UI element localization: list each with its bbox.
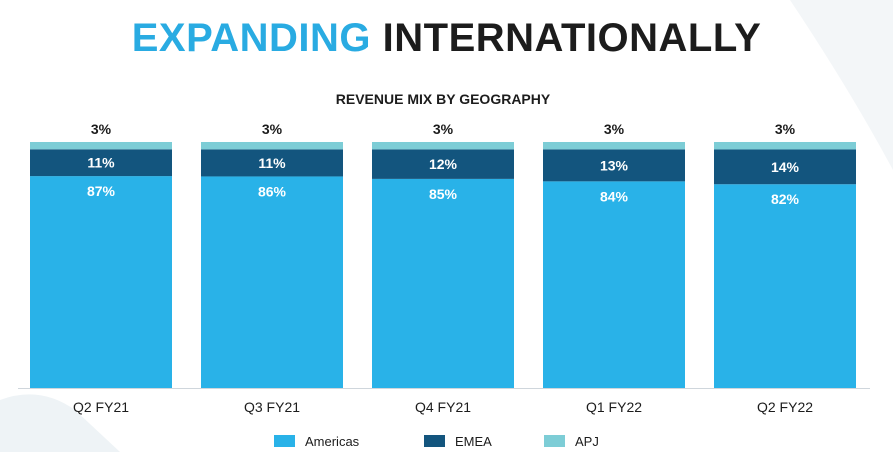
- x-tick-label: Q2 FY21: [73, 399, 129, 415]
- legend-label-apj: APJ: [575, 433, 599, 449]
- chart-title: REVENUE MIX BY GEOGRAPHY: [335, 91, 551, 107]
- x-tick-label: Q3 FY21: [244, 399, 300, 415]
- bar-emea: [372, 149, 514, 179]
- bar-emea: [30, 149, 172, 177]
- data-label-americas: 87%: [87, 183, 116, 199]
- legend-swatch-apj: [544, 435, 565, 447]
- data-label-emea: 12%: [429, 156, 458, 172]
- data-label-emea: 11%: [258, 155, 286, 171]
- data-label-americas: 82%: [771, 191, 800, 207]
- data-label-emea: 14%: [771, 159, 800, 175]
- bar-americas: [30, 176, 172, 388]
- data-label-americas: 85%: [429, 186, 458, 202]
- page-title: EXPANDING INTERNATIONALLY: [0, 14, 893, 62]
- legend-label-emea: EMEA: [455, 433, 492, 449]
- bar-apj: [543, 142, 685, 150]
- data-label-americas: 84%: [600, 188, 629, 204]
- bar-emea: [714, 149, 856, 185]
- data-label-apj: 3%: [604, 121, 625, 137]
- legend-item-americas: Americas: [274, 433, 359, 449]
- bar-apj: [714, 142, 856, 150]
- bar-americas: [201, 176, 343, 388]
- data-label-emea: 11%: [87, 155, 115, 171]
- title-rest: INTERNATIONALLY: [382, 16, 762, 60]
- data-label-apj: 3%: [262, 121, 283, 137]
- bar-apj: [372, 142, 514, 150]
- legend-swatch-americas: [274, 435, 295, 447]
- bar-americas: [372, 178, 514, 388]
- x-tick-label: Q1 FY22: [586, 399, 642, 415]
- x-tick-label: Q2 FY22: [757, 399, 813, 415]
- bar-americas: [543, 181, 685, 388]
- bar-emea: [543, 149, 685, 182]
- bar-apj: [201, 142, 343, 150]
- legend-item-emea: EMEA: [424, 433, 492, 449]
- legend-label-americas: Americas: [305, 433, 360, 449]
- data-label-americas: 86%: [258, 183, 287, 199]
- legend-swatch-emea: [424, 435, 445, 447]
- data-label-emea: 13%: [600, 157, 629, 173]
- data-label-apj: 3%: [433, 121, 454, 137]
- bar-apj: [30, 142, 172, 150]
- bar-americas: [714, 184, 856, 388]
- data-label-apj: 3%: [91, 121, 112, 137]
- data-label-apj: 3%: [775, 121, 796, 137]
- bar-emea: [201, 149, 343, 177]
- legend-item-apj: APJ: [544, 433, 599, 449]
- x-tick-label: Q4 FY21: [415, 399, 471, 415]
- title-highlight: EXPANDING: [131, 16, 372, 60]
